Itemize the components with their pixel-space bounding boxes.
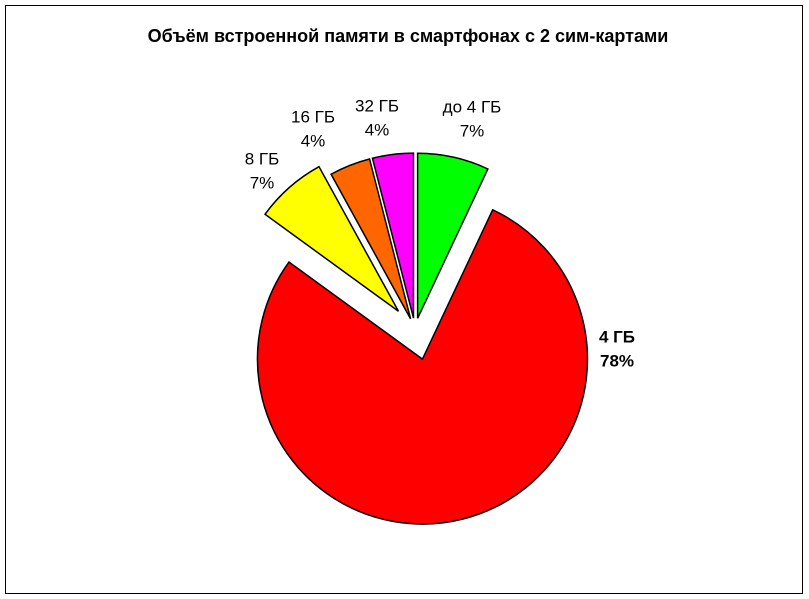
- slice-category-label: 16 ГБ: [291, 107, 335, 126]
- slice-category-label: до 4 ГБ: [443, 97, 502, 116]
- slice-value-label: 78%: [600, 351, 634, 370]
- pie-slice: [263, 165, 400, 312]
- slice-value-label: 7%: [250, 173, 275, 192]
- chart-title: Объём встроенной памяти в смартфонах с 2…: [148, 26, 669, 46]
- pie-slice: [330, 158, 412, 320]
- pie-slice: [371, 152, 415, 319]
- slice-value-label: 7%: [460, 121, 485, 140]
- pie-slice: [256, 208, 589, 525]
- slice-category-label: 32 ГБ: [355, 96, 399, 115]
- slice-value-label: 4%: [301, 131, 326, 150]
- slice-category-label: 4 ГБ: [599, 327, 635, 346]
- slice-value-label: 4%: [365, 120, 390, 139]
- pie-slice: [416, 152, 489, 319]
- slice-category-label: 8 ГБ: [245, 149, 280, 168]
